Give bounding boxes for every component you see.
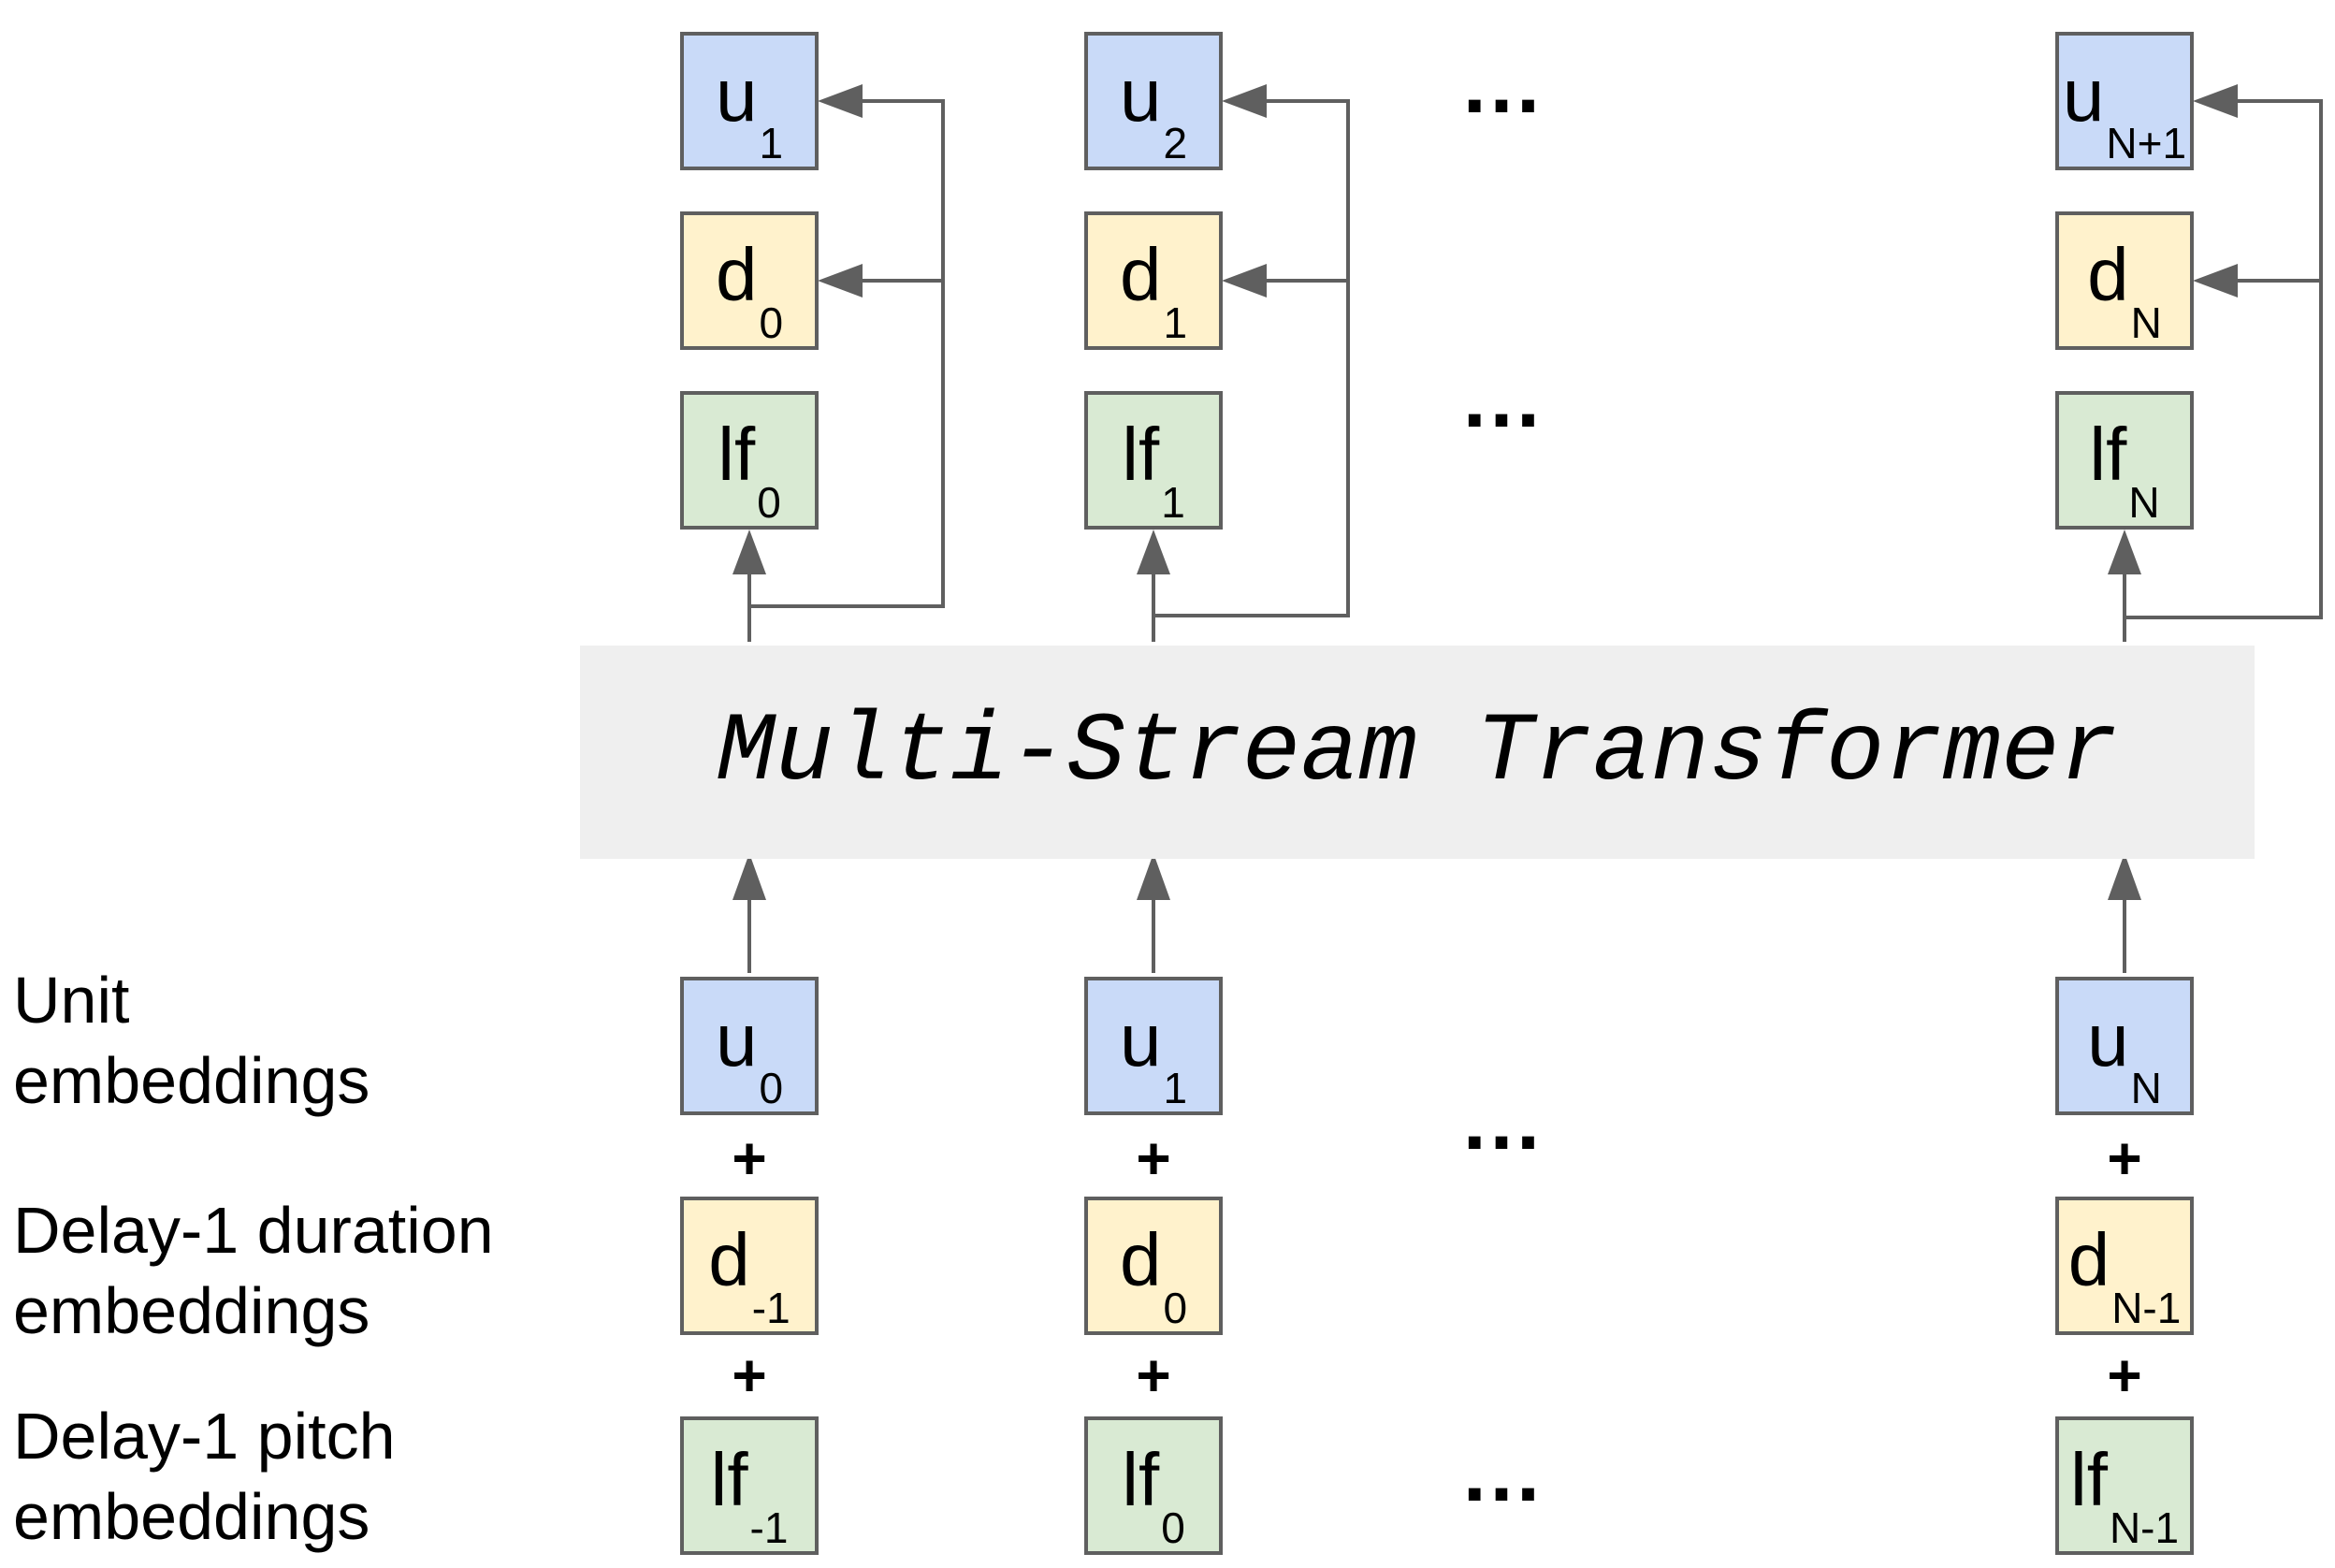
box-symbol: u: [2087, 998, 2129, 1082]
box-subscript: 1: [1163, 1064, 1188, 1112]
box-symbol: u: [715, 53, 758, 137]
output-duration-box: d0: [680, 211, 819, 350]
box-symbol: lf: [710, 1438, 748, 1521]
box-subscript: 0: [759, 1064, 784, 1112]
input-duration-box: d0: [1084, 1197, 1223, 1335]
output-unit-box: u1: [680, 32, 819, 170]
duration-embeddings-label: Delay-1 duration embeddings: [13, 1190, 494, 1351]
box-subscript: 1: [759, 119, 784, 167]
unit-label-line1: Unit: [13, 964, 130, 1037]
box-subscript: 0: [759, 298, 784, 347]
input-pitch-box: lf0: [1084, 1416, 1223, 1555]
box-subscript: N: [2130, 1064, 2162, 1112]
output-unit-box: uN+1: [2055, 32, 2194, 170]
duration-label-line1: Delay-1 duration: [13, 1194, 494, 1267]
box-subscript: N-1: [2111, 1284, 2182, 1332]
output-pitch-box: lf0: [680, 391, 819, 530]
box-subscript: N: [2130, 298, 2162, 347]
box-subscript: N-1: [2109, 1503, 2180, 1552]
box-subscript: -1: [751, 1284, 790, 1332]
transformer-title: Multi-Stream Transformer: [717, 698, 2118, 808]
box-symbol: u: [2062, 53, 2105, 137]
duration-label-line2: embeddings: [13, 1274, 370, 1347]
box-symbol: lf: [2089, 413, 2127, 496]
plus-sign: +: [1136, 1125, 1171, 1192]
output-pitch-box: lf1: [1084, 391, 1223, 530]
pitch-label-line2: embeddings: [13, 1480, 370, 1553]
unit-label-line2: embeddings: [13, 1044, 370, 1117]
input-unit-box: u0: [680, 977, 819, 1115]
input-pitch-box: lf-1: [680, 1416, 819, 1555]
input-unit-box: uN: [2055, 977, 2194, 1115]
box-symbol: d: [2087, 233, 2129, 316]
plus-sign: +: [2107, 1125, 2142, 1192]
box-symbol: u: [1119, 998, 1162, 1082]
box-symbol: d: [715, 233, 758, 316]
box-subscript: 0: [1161, 1503, 1185, 1552]
box-symbol: lf: [1122, 1438, 1160, 1521]
box-symbol: d: [1119, 233, 1162, 316]
box-symbol: lf: [1122, 413, 1160, 496]
box-subscript: 1: [1163, 298, 1188, 347]
input-pitch-box: lfN-1: [2055, 1416, 2194, 1555]
box-subscript: N: [2128, 478, 2160, 527]
pitch-embeddings-label: Delay-1 pitch embeddings: [13, 1396, 396, 1557]
box-subscript: N+1: [2106, 119, 2187, 167]
box-subscript: 0: [757, 478, 781, 527]
box-subscript: 2: [1163, 119, 1188, 167]
output-duration-box: dN: [2055, 211, 2194, 350]
plus-sign: +: [732, 1125, 767, 1192]
input-ellipsis: …: [1459, 1074, 1547, 1168]
input-ellipsis: …: [1459, 1426, 1547, 1519]
output-duration-box: d1: [1084, 211, 1223, 350]
box-symbol: d: [1119, 1218, 1162, 1301]
plus-sign: +: [1136, 1342, 1171, 1409]
output-ellipsis: …: [1459, 352, 1547, 445]
box-subscript: 1: [1161, 478, 1185, 527]
box-subscript: 0: [1163, 1284, 1188, 1332]
box-symbol: lf: [2069, 1438, 2108, 1521]
input-duration-box: d-1: [680, 1197, 819, 1335]
box-symbol: u: [1119, 53, 1162, 137]
multi-stream-transformer-block: Multi-Stream Transformer: [580, 646, 2255, 859]
output-ellipsis: …: [1459, 37, 1547, 131]
pitch-label-line1: Delay-1 pitch: [13, 1400, 396, 1473]
input-duration-box: dN-1: [2055, 1197, 2194, 1335]
box-symbol: u: [715, 998, 758, 1082]
box-symbol: lf: [718, 413, 756, 496]
input-unit-box: u1: [1084, 977, 1223, 1115]
box-subscript: -1: [749, 1503, 789, 1552]
output-pitch-box: lfN: [2055, 391, 2194, 530]
plus-sign: +: [732, 1342, 767, 1409]
plus-sign: +: [2107, 1342, 2142, 1409]
box-symbol: d: [2067, 1218, 2110, 1301]
output-unit-box: u2: [1084, 32, 1223, 170]
box-symbol: d: [708, 1218, 750, 1301]
unit-embeddings-label: Unit embeddings: [13, 960, 370, 1121]
